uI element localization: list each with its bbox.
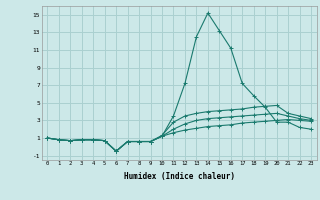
X-axis label: Humidex (Indice chaleur): Humidex (Indice chaleur)	[124, 172, 235, 181]
